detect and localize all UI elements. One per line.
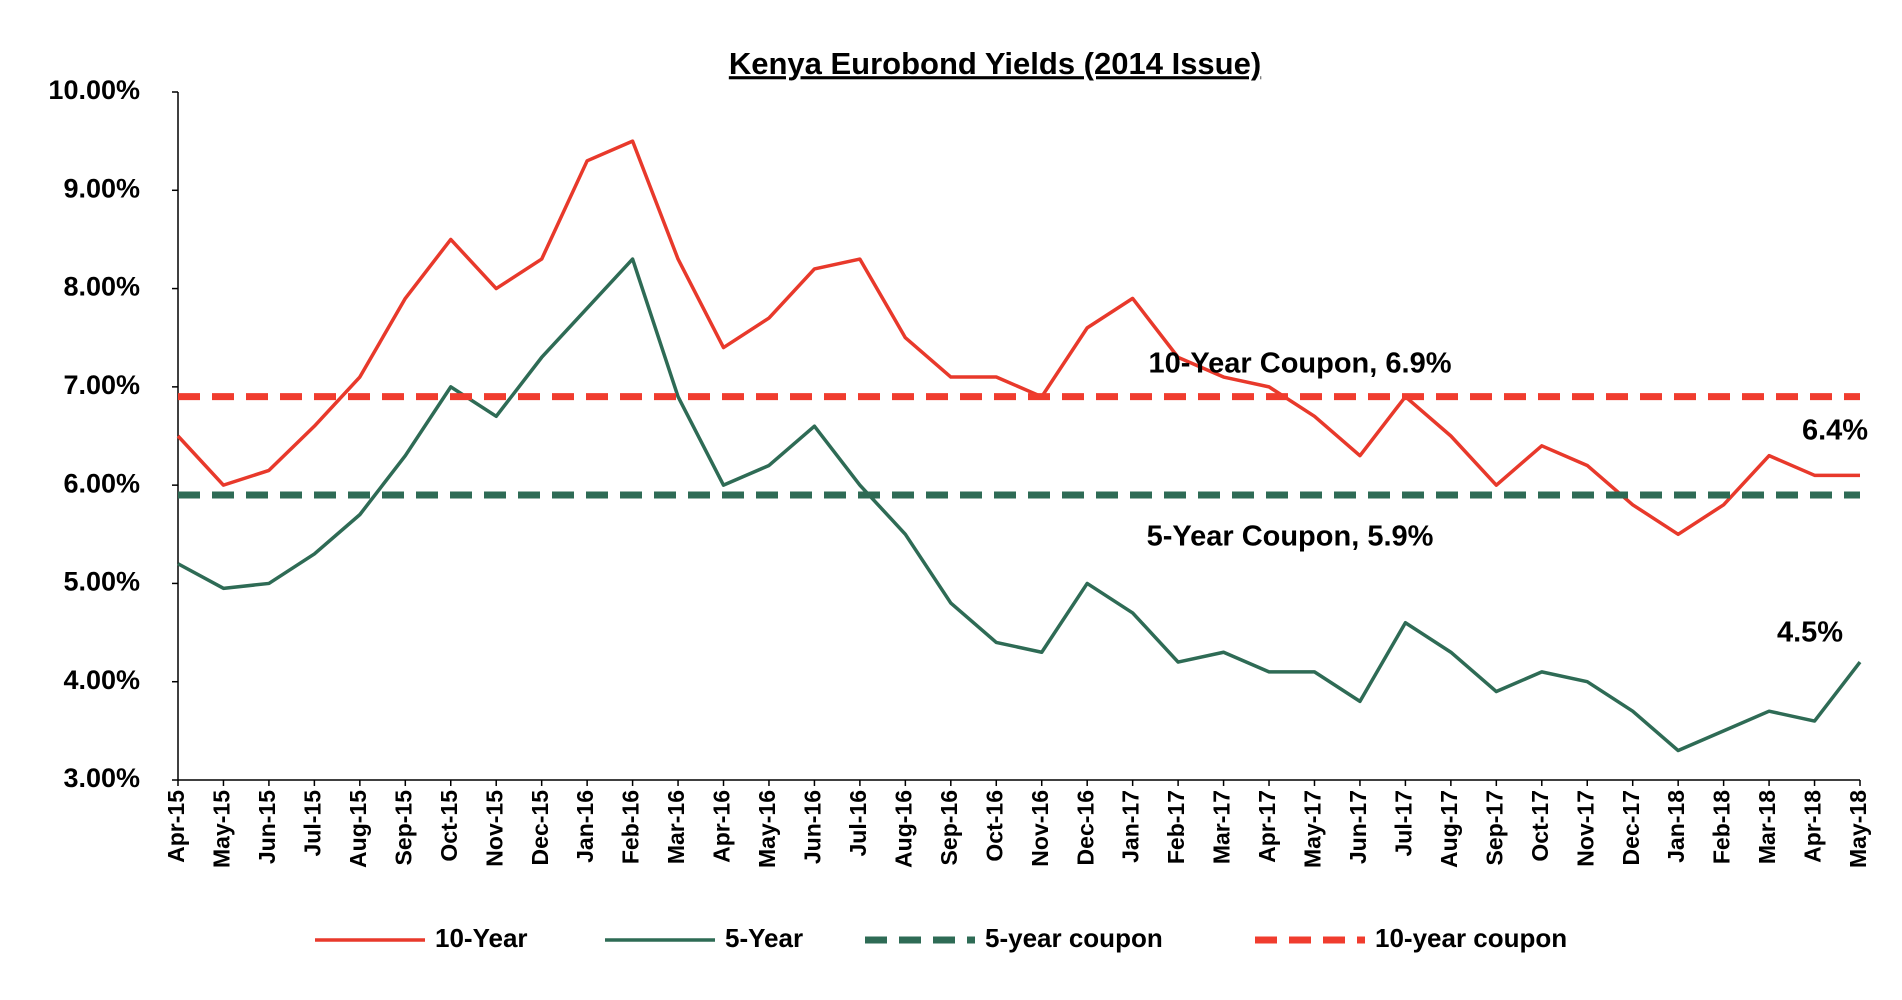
x-tick-label: Apr-15 [163,790,189,863]
x-tick-label: Aug-16 [890,790,916,868]
annotation: 6.4% [1802,415,1868,447]
x-tick-label: Aug-17 [1436,790,1462,868]
annotation: 5-Year Coupon, 5.9% [1147,521,1434,553]
x-tick-label: Jul-16 [845,790,871,856]
x-tick-label: Apr-17 [1254,790,1280,863]
x-tick-label: Apr-18 [1800,790,1826,863]
x-tick-label: May-17 [1300,790,1326,868]
y-tick-label: 8.00% [63,272,140,302]
x-tick-label: Mar-18 [1754,790,1780,864]
x-tick-label: Jun-17 [1345,790,1371,864]
x-tick-label: Dec-16 [1072,790,1098,865]
x-tick-label: May-18 [1845,790,1871,868]
x-tick-label: Nov-17 [1572,790,1598,867]
y-tick-label: 5.00% [63,567,140,597]
x-tick-label: Feb-18 [1709,790,1735,864]
x-tick-label: Mar-17 [1209,790,1235,864]
legend-label: 5-Year [725,923,803,953]
y-tick-label: 7.00% [63,370,140,400]
legend-label: 10-Year [435,923,528,953]
x-tick-label: Nov-15 [481,790,507,867]
x-tick-label: May-15 [209,790,235,868]
x-tick-label: Dec-15 [527,790,553,866]
x-tick-label: Dec-17 [1618,790,1644,865]
legend-label: 10-year coupon [1375,923,1567,953]
annotation: 4.5% [1777,617,1843,649]
x-tick-label: May-16 [754,790,780,868]
x-tick-label: Mar-16 [663,790,689,864]
legend-label: 5-year coupon [985,923,1163,953]
x-tick-label: Aug-15 [345,790,371,868]
x-tick-label: Oct-15 [436,790,462,862]
x-tick-label: Jan-16 [572,790,598,863]
annotation: 10-Year Coupon, 6.9% [1149,348,1452,380]
x-tick-label: Jun-16 [800,790,826,864]
x-tick-label: Jul-17 [1390,790,1416,856]
chart-title: Kenya Eurobond Yields (2014 Issue) [729,46,1261,81]
x-tick-label: Jul-15 [299,790,325,857]
x-tick-label: Oct-16 [981,790,1007,862]
x-tick-label: Feb-17 [1163,790,1189,864]
x-tick-label: Sep-15 [390,790,416,866]
x-tick-label: Jan-18 [1663,790,1689,863]
x-tick-label: Jan-17 [1118,790,1144,863]
y-tick-label: 3.00% [63,763,140,793]
y-tick-label: 10.00% [48,75,140,105]
series-line [176,139,1860,537]
x-tick-label: Apr-16 [709,790,735,863]
x-tick-label: Sep-17 [1481,790,1507,865]
y-tick-label: 9.00% [63,173,140,203]
x-tick-label: Jun-15 [254,790,280,864]
y-tick-label: 6.00% [63,468,140,498]
x-tick-label: Oct-17 [1527,790,1553,862]
series-line [177,257,1862,753]
x-tick-label: Sep-16 [936,790,962,865]
y-tick-label: 4.00% [63,665,140,695]
x-tick-label: Feb-16 [618,790,644,864]
x-tick-label: Nov-16 [1027,790,1053,867]
